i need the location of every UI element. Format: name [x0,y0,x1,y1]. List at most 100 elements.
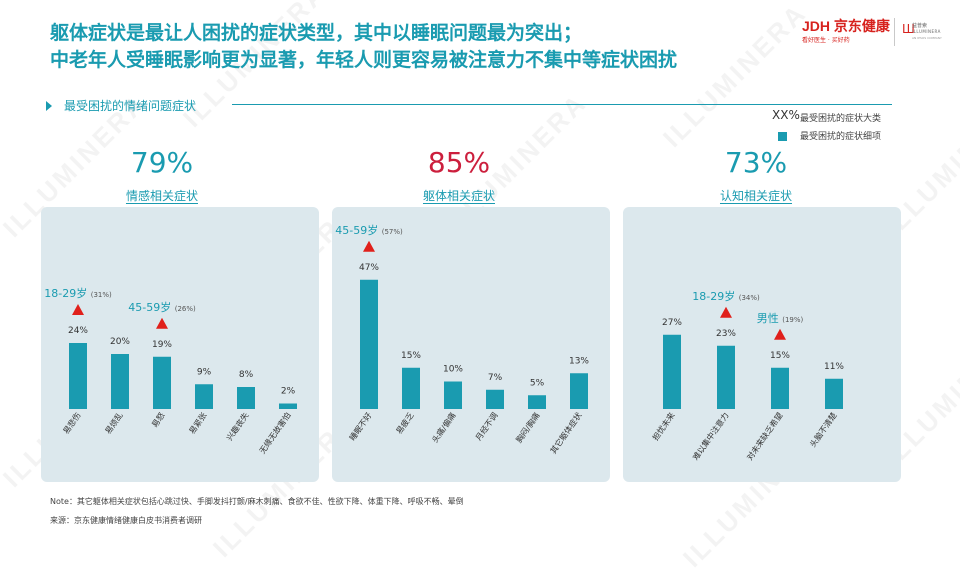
bar-value-label: 10% [443,365,463,375]
bar-1-0 [360,279,378,409]
emotion-percent: 79% [130,146,194,179]
bar-1-2 [444,381,462,409]
bar-value-label: 20% [110,337,130,347]
illuminera-mark-icon: Ш [902,22,915,36]
annotation-group: 45-59岁 [335,223,381,237]
annotation-group: 男性 [757,311,783,325]
page-title: 躯体症状是最让人困扰的症状类型，其中以睡眠问题最为突出； 中老年人受睡眠影响更为… [50,20,730,74]
legend-item-category: XX% 最受困扰的症状大类 [772,108,922,126]
category-label: 易悲伤 [61,410,83,435]
legend-label-category: 最受困扰的症状大类 [800,114,882,124]
bar-value-label: 24% [68,326,88,336]
bar-0-4 [237,387,255,409]
illuminera-en-name: ILLUMINERA [912,29,941,34]
bar-1-1 [402,367,420,409]
bar-value-label: 23% [716,329,736,339]
annotation-label: 18-29岁 (34%) [692,289,760,303]
bar-value-label: 8% [239,370,254,380]
logo-divider [894,18,895,46]
legend-item-detail: 最受困扰的症状细项 [772,126,922,144]
category-label: 易紧张 [188,411,209,436]
legend-key-percent: XX% [772,108,800,122]
annotation-marker-icon [72,304,84,315]
somatic-bar-chart: 47% 睡眠不好 15% 易疲乏 10% 头痛/偏痛 7% 月经不调 5% 胸闷/胸痛 13% 其它躯… [335,223,589,456]
category-label: 无缘无故害怕 [257,410,293,455]
annotation-label: 18-29岁 (31%) [44,286,112,300]
page-title-line-2: 中老年人受睡眠影响更为显著，年轻人则更容易被注意力不集中等症状困扰 [50,49,678,71]
annotation-share: (19%) [782,316,803,324]
bar-value-label: 27% [662,318,682,328]
cognitive-title: 认知相关症状 [719,189,792,203]
source-note: 来源：京东健康情绪健康白皮书消费者调研 [50,516,202,525]
annotation-group: 18-29岁 [692,289,738,303]
cognitive-percent: 73% [724,146,788,179]
bar-value-label: 5% [530,378,545,388]
annotation-share: (57%) [382,228,403,236]
bar-2-3 [825,378,843,409]
bar-2-2 [771,367,789,409]
annotation-share: (31%) [91,291,112,299]
bar-1-5 [570,373,588,409]
bar-value-label: 15% [401,351,421,361]
category-label: 易怒 [149,410,166,429]
bar-1-3 [486,389,504,409]
somatic-percent: 85% [427,146,491,179]
bar-value-label: 7% [488,373,503,383]
bar-0-0 [69,343,87,409]
annotation-group: 45-59岁 [128,300,174,314]
footnote: Note：其它躯体相关症状包括心跳过快、手脚发抖打颤/麻木刺痛、食欲不佳、性欲下… [50,497,464,506]
bar-1-4 [528,395,546,409]
category-label: 胸闷/胸痛 [514,410,542,444]
bar-0-5 [279,403,297,409]
annotation-marker-icon [156,317,168,329]
section-divider [232,104,892,105]
legend-label-detail: 最受困扰的症状细项 [800,132,882,142]
jd-health-tagline: 看好医生 · 买好药 [802,37,850,44]
annotation-share: (26%) [175,305,196,313]
annotation-group: 18-29岁 [44,286,90,300]
bar-value-label: 15% [770,351,790,361]
bar-value-label: 47% [359,263,379,273]
category-label: 头痛/偏痛 [430,410,458,444]
bar-2-1 [717,345,735,409]
somatic-title: 躯体相关症状 [422,189,495,203]
category-label: 难以集中注意力 [690,410,730,462]
bar-0-2 [153,356,171,409]
bar-2-0 [663,334,681,409]
bar-0-1 [111,354,129,409]
illuminera-cn-name: 益普索 [912,23,928,29]
category-label: 易烦乱 [103,410,125,435]
emotion-title: 情感相关症状 [125,189,198,203]
bar-value-label: 11% [824,362,844,372]
brand-logos: JDH 京东健康 看好医生 · 买好药 Ш 益普索 ILLUMINERA AN … [802,14,942,54]
section-arrow-icon [46,101,52,111]
jd-health-logo: JDH 京东健康 [802,18,890,34]
category-label: 头脑不清楚 [808,410,839,449]
illuminera-logo: Ш 益普索 ILLUMINERA AN IPSOS COMPANY [902,20,942,44]
emotion-panel: 24% 易悲伤 20% 易烦乱 19% 易怒 9% 易紧张 8% 兴趣丧失 2% 无缘无故害怕 18-2… [41,207,319,482]
bar-value-label: 9% [197,367,212,377]
annotation-share: (34%) [739,294,760,302]
category-label: 对未来缺乏希望 [744,410,784,462]
annotation-marker-icon [720,306,732,318]
category-label: 易疲乏 [394,410,416,435]
annotation-label: 45-59岁 (57%) [335,223,403,237]
cognitive-bar-chart: 27% 担忧未来 23% 难以集中注意力 15% 对未来缺乏希望 11% 头脑不清楚 18-29… [650,289,844,462]
legend-key-square-icon [778,132,787,141]
category-label: 其它躯体症状 [548,410,584,455]
category-label: 睡眠不好 [347,410,374,442]
illuminera-sub: AN IPSOS COMPANY [912,36,942,40]
cognitive-panel: 27% 担忧未来 23% 难以集中注意力 15% 对未来缺乏希望 11% 头脑不清楚 18-29… [623,207,901,482]
somatic-panel: 47% 睡眠不好 15% 易疲乏 10% 头痛/偏痛 7% 月经不调 5% 胸闷/胸痛 13% 其它躯… [332,207,610,482]
bar-value-label: 2% [281,387,296,397]
annotation-label: 男性 (19%) [757,311,804,325]
bar-value-label: 19% [152,340,172,350]
annotation-marker-icon [774,328,786,340]
legend: XX% 最受困扰的症状大类 最受困扰的症状细项 [772,108,922,144]
annotation-marker-icon [363,240,375,252]
category-label: 担忧未来 [650,410,677,442]
section-title: 最受困扰的情绪问题症状 [64,99,197,113]
category-label: 兴趣丧失 [224,410,251,442]
annotation-label: 45-59岁 (26%) [128,300,196,314]
bar-0-3 [195,384,213,409]
